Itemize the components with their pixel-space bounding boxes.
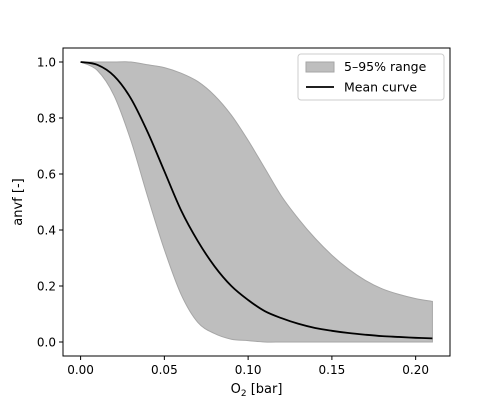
legend-label-range: 5–95% range xyxy=(344,59,427,74)
x-tick-label: 0.00 xyxy=(67,363,94,377)
y-axis-ticks: 0.0 0.2 0.4 0.6 0.8 1.0 xyxy=(37,56,63,350)
x-tick-label: 0.20 xyxy=(402,363,429,377)
legend: 5–95% range Mean curve xyxy=(297,53,445,101)
y-tick-label: 0.4 xyxy=(37,224,56,238)
range-band-area xyxy=(80,61,433,343)
mean-curve-line xyxy=(80,61,433,340)
legend-label-mean: Mean curve xyxy=(344,80,417,95)
plot-frame xyxy=(62,47,451,357)
y-tick-label: 0.8 xyxy=(37,112,56,126)
x-tick-label: 0.05 xyxy=(151,363,178,377)
y-tick-label: 0.6 xyxy=(37,168,56,182)
y-axis-label: anvf [-] xyxy=(11,178,26,225)
x-tick-label: 0.10 xyxy=(235,363,262,377)
x-axis-label: O2 [bar] xyxy=(231,382,283,399)
line-layer xyxy=(80,61,433,340)
x-axis-ticks: 0.00 0.05 0.10 0.15 0.20 xyxy=(67,356,429,377)
band-layer xyxy=(80,61,433,343)
y-tick-label: 0.0 xyxy=(37,336,56,350)
x-axis-label-subscript: 2 xyxy=(241,389,247,399)
legend-swatch-range xyxy=(305,61,335,73)
y-tick-label: 1.0 xyxy=(37,56,56,70)
x-axis-label-main: O xyxy=(231,382,241,397)
y-tick-label: 0.2 xyxy=(37,280,56,294)
x-axis-label-unit: [bar] xyxy=(247,382,283,397)
x-tick-label: 0.15 xyxy=(319,363,346,377)
